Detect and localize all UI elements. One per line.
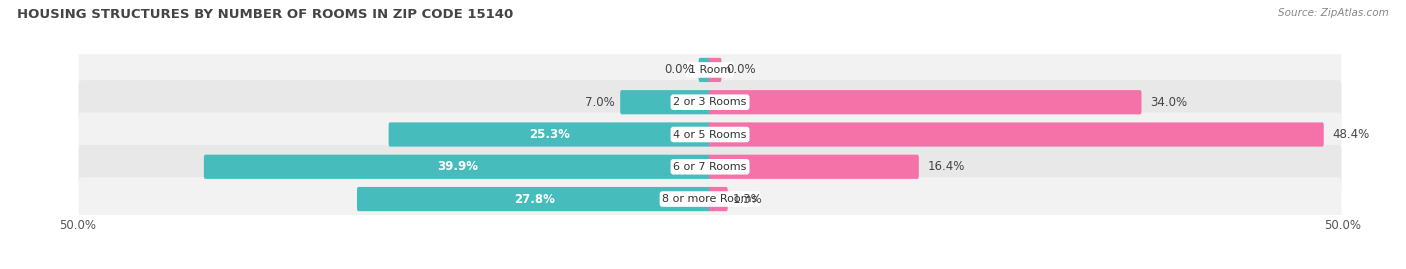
Text: Source: ZipAtlas.com: Source: ZipAtlas.com (1278, 8, 1389, 18)
FancyBboxPatch shape (620, 90, 711, 114)
FancyBboxPatch shape (709, 90, 1142, 114)
Text: 27.8%: 27.8% (513, 193, 554, 206)
Text: 34.0%: 34.0% (1150, 96, 1188, 109)
Text: 8 or more Rooms: 8 or more Rooms (662, 194, 758, 204)
FancyBboxPatch shape (709, 58, 721, 82)
FancyBboxPatch shape (204, 155, 711, 179)
Text: 2 or 3 Rooms: 2 or 3 Rooms (673, 97, 747, 107)
FancyBboxPatch shape (709, 187, 728, 211)
FancyBboxPatch shape (709, 155, 920, 179)
FancyBboxPatch shape (699, 58, 711, 82)
FancyBboxPatch shape (79, 112, 1341, 157)
Text: 1 Room: 1 Room (689, 65, 731, 75)
FancyBboxPatch shape (357, 187, 711, 211)
Text: HOUSING STRUCTURES BY NUMBER OF ROOMS IN ZIP CODE 15140: HOUSING STRUCTURES BY NUMBER OF ROOMS IN… (17, 8, 513, 21)
Text: 1.3%: 1.3% (733, 193, 762, 206)
Text: 0.0%: 0.0% (664, 63, 693, 76)
Text: 39.9%: 39.9% (437, 160, 478, 173)
Text: 6 or 7 Rooms: 6 or 7 Rooms (673, 162, 747, 172)
FancyBboxPatch shape (388, 122, 711, 147)
FancyBboxPatch shape (79, 48, 1341, 92)
Text: 16.4%: 16.4% (928, 160, 965, 173)
Text: 25.3%: 25.3% (530, 128, 571, 141)
Text: 4 or 5 Rooms: 4 or 5 Rooms (673, 129, 747, 140)
FancyBboxPatch shape (709, 122, 1324, 147)
FancyBboxPatch shape (79, 177, 1341, 221)
FancyBboxPatch shape (79, 145, 1341, 189)
Text: 7.0%: 7.0% (585, 96, 616, 109)
Text: 0.0%: 0.0% (727, 63, 756, 76)
FancyBboxPatch shape (79, 80, 1341, 124)
Text: 48.4%: 48.4% (1333, 128, 1369, 141)
